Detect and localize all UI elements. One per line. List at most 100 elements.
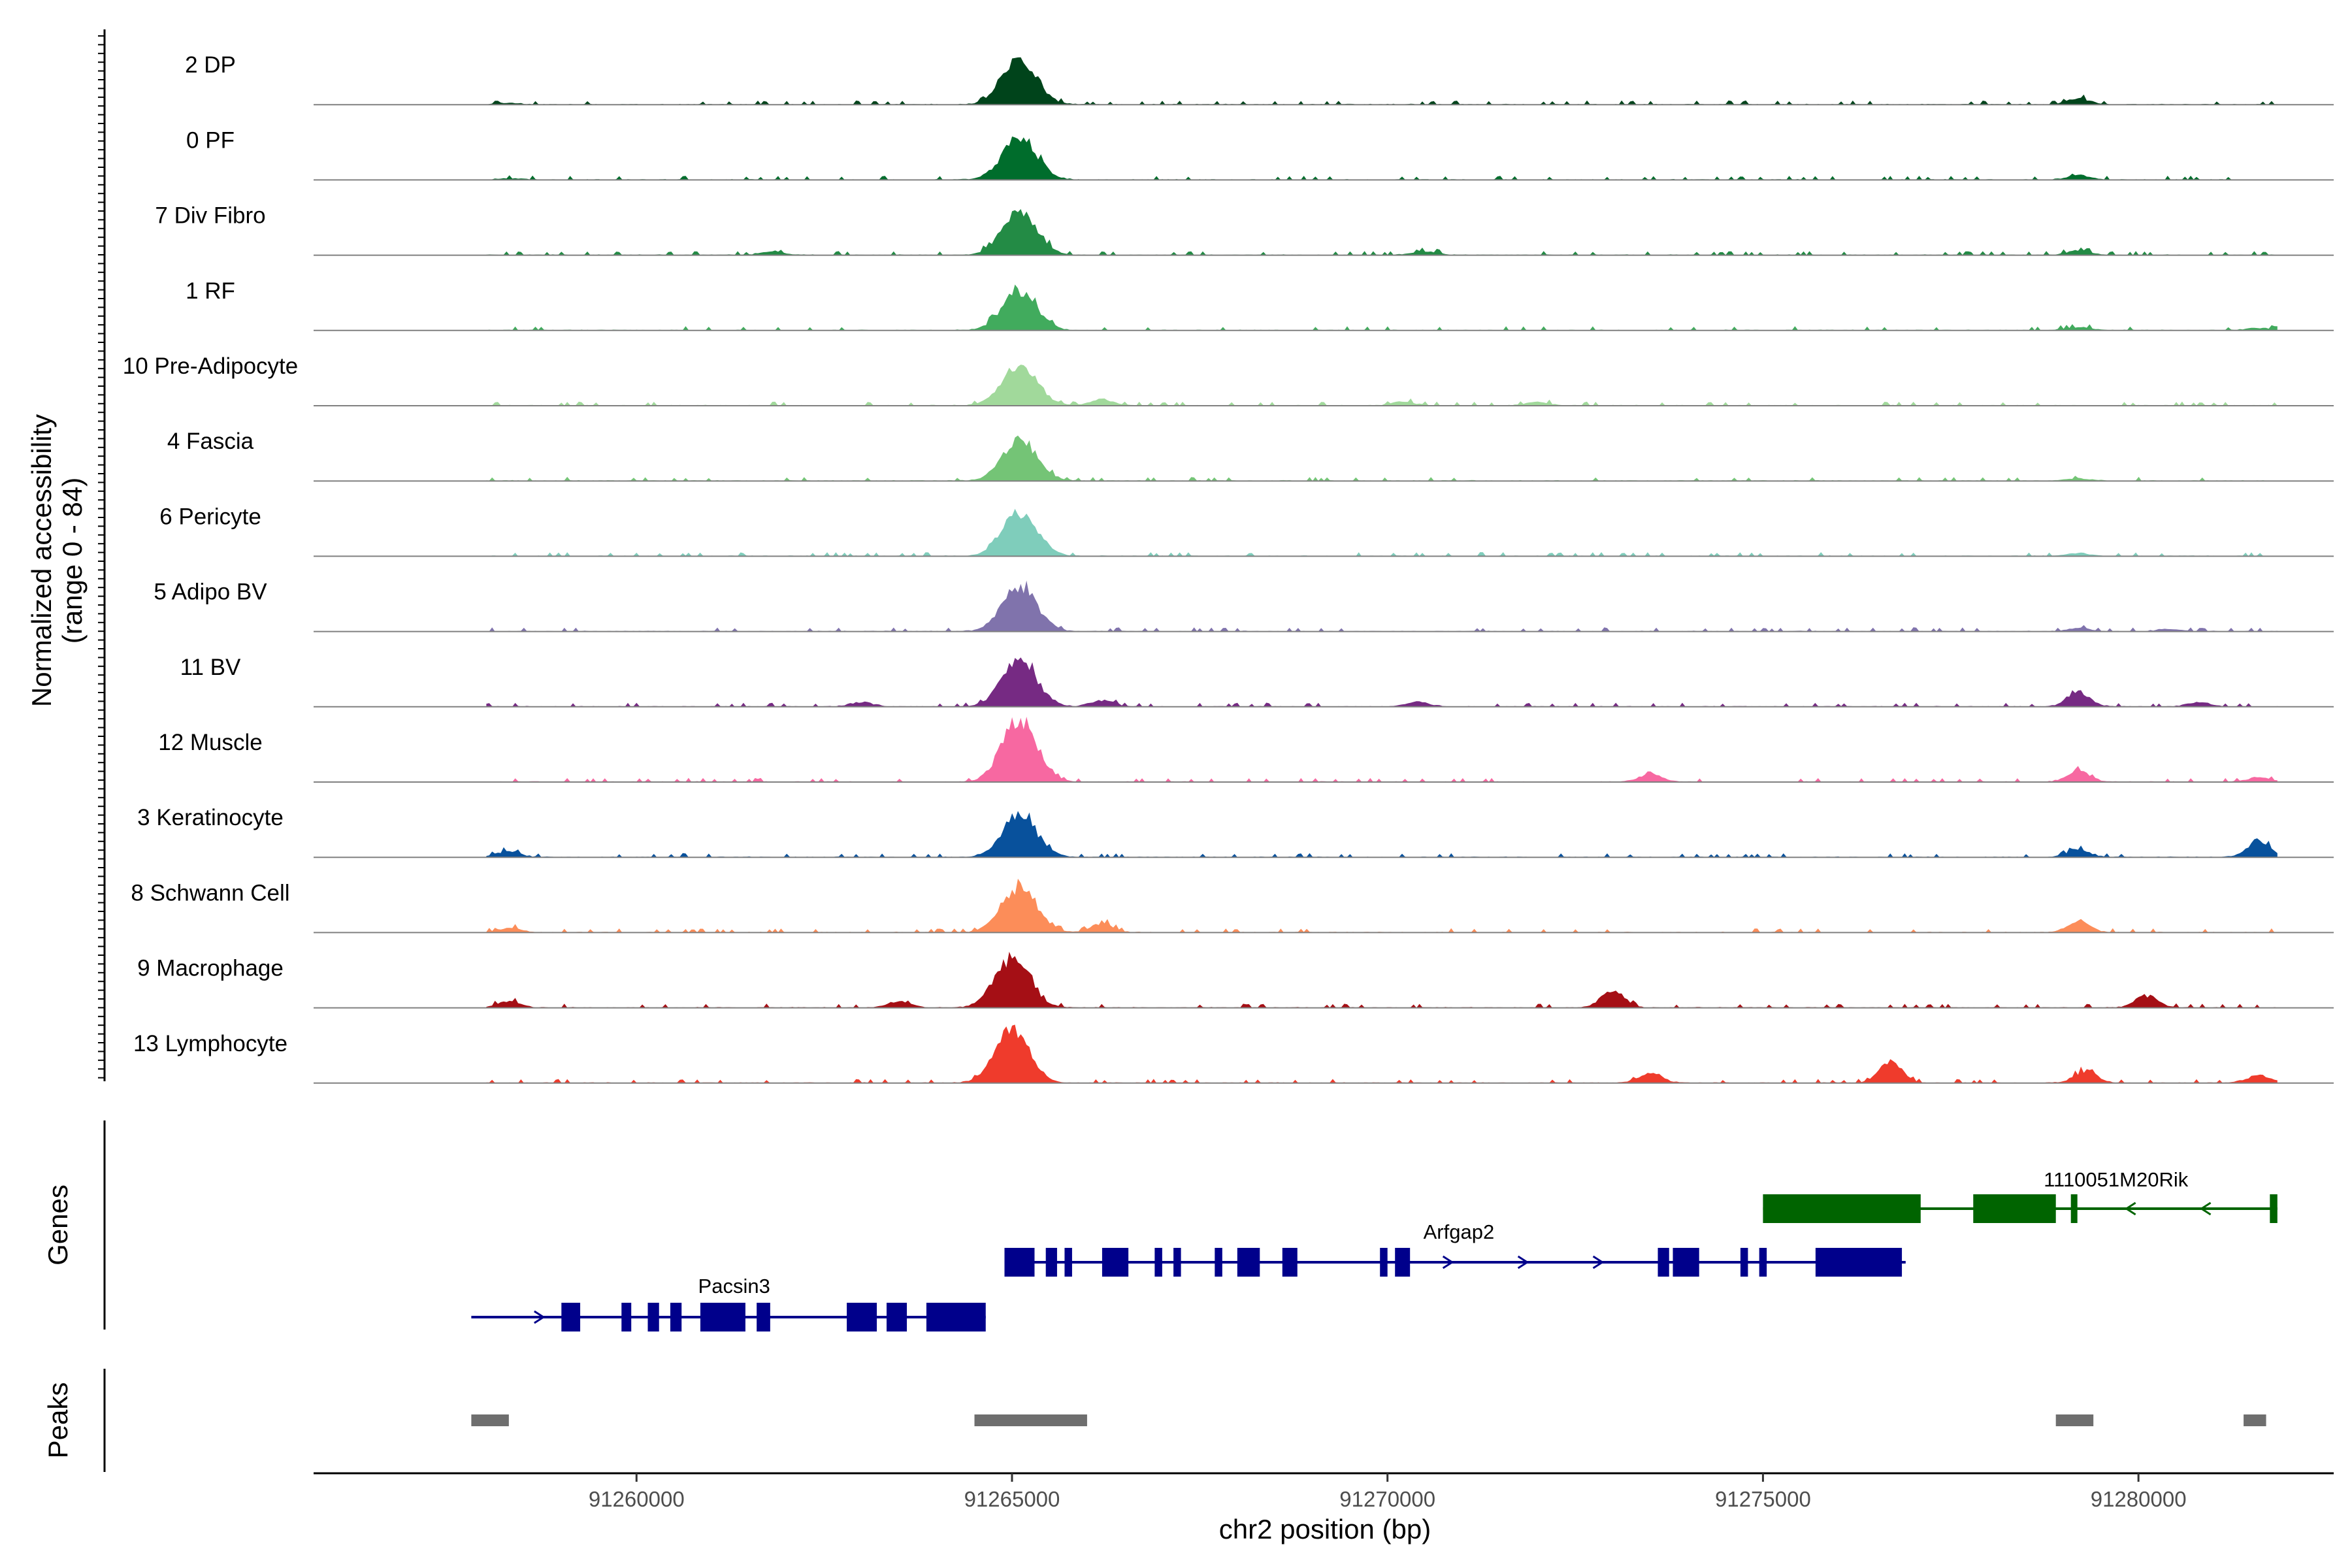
track-label: 3 Keratinocyte (137, 805, 284, 830)
track: 2 DP (185, 52, 2334, 106)
gene-exon (1395, 1248, 1411, 1277)
gene-exon (621, 1303, 632, 1331)
y-axis: Normalized accessibility (range 0 - 84) (26, 29, 106, 1081)
track-label: 5 Adipo BV (154, 580, 267, 605)
y-axis-title: Normalized accessibility (26, 414, 57, 707)
x-tick-label: 91280000 (2091, 1487, 2187, 1511)
gene-exon (561, 1303, 581, 1331)
gene-exon (1740, 1248, 1748, 1277)
track-signal (486, 57, 2278, 105)
track-signal (486, 1024, 2278, 1083)
track-label: 6 Pericyte (159, 504, 261, 529)
track: 13 Lymphocyte (133, 1024, 2334, 1084)
gene-exon (1102, 1248, 1129, 1277)
strand-arrow (2124, 1201, 2136, 1216)
gene-exon (2070, 1194, 2078, 1223)
x-tick-label: 91270000 (1339, 1487, 1435, 1511)
track-signal (486, 365, 2278, 406)
gene-exon (700, 1303, 745, 1331)
peak-region (2244, 1414, 2266, 1426)
track: 10 Pre-Adipocyte (123, 353, 2334, 406)
accessibility-tracks: 2 DP 0 PF 7 Div Fibro 1 RF 10 Pre-Adipocyte 4… (123, 52, 2334, 1084)
track-label: 12 Muscle (158, 730, 263, 755)
gene-exon (1763, 1194, 1921, 1223)
strand-arrow (1517, 1255, 1529, 1269)
gene-exon (1154, 1248, 1162, 1277)
track-label: 10 Pre-Adipocyte (123, 353, 298, 379)
peak-region (471, 1414, 509, 1426)
strand-arrow (1592, 1255, 1605, 1269)
gene-exon (1064, 1248, 1072, 1277)
peaks-panel: Peaks (42, 1369, 2266, 1472)
x-tick-label: 91275000 (1715, 1487, 1811, 1511)
x-axis-ticks: 91260000 91265000 91270000 91275000 91280000 (589, 1473, 2187, 1511)
gene-exon (1973, 1194, 2056, 1223)
strand-arrow (2199, 1201, 2212, 1216)
track-label: 8 Schwann Cell (131, 880, 289, 906)
gene-exon (1759, 1248, 1767, 1277)
gene-exon (1658, 1248, 1669, 1277)
gene-models: Pacsin3 Arfgap2 1110051M20Rik (471, 1168, 2278, 1331)
x-axis: 91260000 91265000 91270000 91275000 91280000… (314, 1472, 2334, 1544)
gene-exon (1215, 1248, 1222, 1277)
gene-exon (1004, 1248, 1035, 1277)
track-signal (486, 209, 2278, 255)
track-label: 13 Lymphocyte (133, 1031, 287, 1056)
strand-arrow (534, 1310, 546, 1324)
track-label: 11 BV (180, 655, 241, 680)
gene-exon (926, 1303, 986, 1331)
track-signal (486, 284, 2278, 331)
track-signal (486, 717, 2278, 782)
track-label: 1 RF (186, 278, 235, 304)
gene-model: 1110051M20Rik (1763, 1168, 2278, 1223)
gene-label: 1110051M20Rik (2044, 1168, 2189, 1191)
track: 7 Div Fibro (155, 203, 2334, 256)
gene-exon (887, 1303, 907, 1331)
track: 8 Schwann Cell (131, 878, 2334, 934)
gene-label: Arfgap2 (1424, 1220, 1495, 1243)
strand-arrow (1442, 1255, 1454, 1269)
track-signal (486, 435, 2278, 482)
track-signal (486, 136, 2278, 180)
x-tick-label: 91265000 (964, 1487, 1060, 1511)
track: 3 Keratinocyte (137, 805, 2334, 858)
gene-exon (1173, 1248, 1181, 1277)
gene-exon (2270, 1194, 2278, 1223)
genes-panel-label: Genes (42, 1184, 73, 1266)
gene-exon (847, 1303, 877, 1331)
gene-exon (1815, 1248, 1903, 1277)
track: 4 Fascia (167, 429, 2334, 482)
gene-model: Arfgap2 (1004, 1220, 1906, 1277)
track-signal (486, 657, 2278, 707)
x-tick-label: 91260000 (589, 1487, 685, 1511)
track-signal (486, 811, 2278, 858)
track: 5 Adipo BV (154, 580, 2334, 632)
gene-model: Pacsin3 (471, 1275, 986, 1331)
track: 1 RF (186, 278, 2334, 331)
track: 0 PF (186, 127, 2334, 181)
peaks-panel-label: Peaks (42, 1382, 73, 1459)
track-label: 9 Macrophage (137, 956, 284, 981)
gene-exon (647, 1303, 659, 1331)
peak-region (974, 1414, 1087, 1426)
track-signal (486, 878, 2278, 933)
gene-exon (1380, 1248, 1388, 1277)
track-label: 2 DP (185, 52, 236, 78)
x-axis-title: chr2 position (bp) (1219, 1514, 1431, 1544)
gene-exon (670, 1303, 682, 1331)
gene-exon (757, 1303, 770, 1331)
gene-exon (1673, 1248, 1699, 1277)
track-label: 0 PF (186, 127, 235, 153)
track-label: 7 Div Fibro (155, 203, 265, 229)
y-axis-range: (range 0 - 84) (57, 478, 88, 644)
track: 11 BV (180, 655, 2334, 708)
peak-regions (471, 1414, 2266, 1426)
peak-region (2055, 1414, 2094, 1426)
track: 12 Muscle (158, 717, 2334, 783)
track: 9 Macrophage (137, 951, 2334, 1009)
gene-exon (1282, 1248, 1298, 1277)
y-axis-minor-ticks (98, 35, 105, 1079)
track-signal (486, 951, 2278, 1008)
gene-exon (1045, 1248, 1057, 1277)
